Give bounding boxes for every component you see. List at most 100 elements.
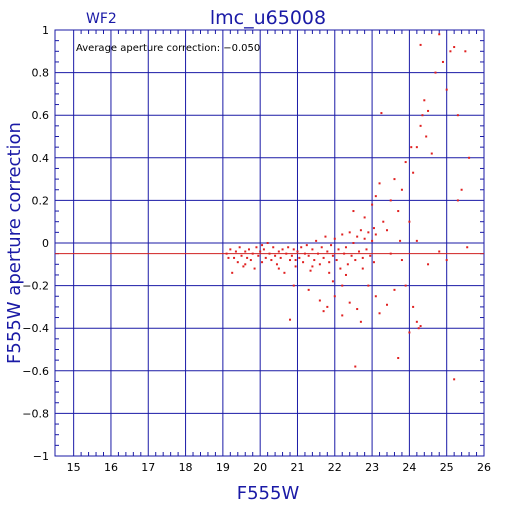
- y-tick-label: −0.6: [22, 365, 49, 378]
- data-point: [315, 239, 318, 242]
- data-point: [374, 295, 377, 298]
- x-axis-label: F555W: [237, 483, 300, 504]
- data-point: [423, 99, 426, 102]
- y-tick-label: −0.8: [22, 407, 49, 420]
- data-point: [380, 112, 383, 115]
- data-point: [300, 246, 303, 249]
- data-point: [430, 152, 433, 155]
- x-tick-label: 26: [477, 461, 491, 474]
- x-tick-label: 17: [141, 461, 155, 474]
- x-tick-label: 24: [402, 461, 416, 474]
- data-point: [408, 331, 411, 334]
- data-point: [259, 250, 262, 253]
- data-point: [378, 182, 381, 185]
- data-point: [460, 188, 463, 191]
- data-point: [307, 254, 310, 257]
- data-point: [261, 261, 264, 264]
- data-point: [399, 239, 402, 242]
- data-point: [397, 357, 400, 360]
- data-point: [289, 318, 292, 321]
- data-point: [326, 250, 329, 253]
- data-point: [397, 210, 400, 213]
- grid: [55, 29, 485, 457]
- data-point: [279, 256, 282, 259]
- y-tick-label: −0.2: [22, 280, 49, 293]
- data-point: [359, 320, 362, 323]
- data-point: [281, 248, 284, 251]
- data-point: [257, 254, 260, 257]
- data-point: [445, 88, 448, 91]
- data-point: [283, 271, 286, 274]
- y-tick-label: 0.2: [32, 194, 50, 207]
- data-point: [417, 327, 420, 330]
- data-point: [354, 365, 357, 368]
- x-tick-label: 16: [104, 461, 118, 474]
- data-point: [296, 250, 299, 253]
- data-point: [240, 254, 243, 257]
- data-point: [292, 284, 295, 287]
- data-point: [234, 250, 237, 253]
- data-point: [372, 261, 375, 264]
- data-point: [244, 263, 247, 266]
- data-point: [318, 263, 321, 266]
- data-point: [339, 267, 342, 270]
- data-point: [356, 308, 359, 311]
- data-point: [246, 256, 249, 259]
- data-point: [229, 248, 232, 251]
- x-tick-label: 21: [290, 461, 304, 474]
- data-point: [445, 259, 448, 262]
- data-point: [361, 256, 364, 259]
- data-point: [272, 246, 275, 249]
- data-point: [277, 267, 280, 270]
- data-point: [374, 233, 377, 236]
- data-point: [404, 161, 407, 164]
- y-tick-label: 0: [42, 237, 49, 250]
- data-point: [305, 244, 308, 247]
- data-point: [434, 71, 437, 74]
- data-point: [438, 250, 441, 253]
- data-point: [290, 254, 293, 257]
- data-point: [337, 248, 340, 251]
- data-point: [441, 60, 444, 63]
- data-point: [400, 259, 403, 262]
- data-point: [294, 259, 297, 262]
- y-tick-label: −0.4: [22, 322, 49, 335]
- data-point: [328, 271, 331, 274]
- data-point: [277, 250, 280, 253]
- x-tick-label: 20: [253, 461, 267, 474]
- data-point: [309, 269, 312, 272]
- y-tick-label: 0.6: [32, 109, 50, 122]
- data-point: [324, 235, 327, 238]
- data-point: [275, 263, 278, 266]
- data-point: [453, 378, 456, 381]
- data-point: [365, 248, 368, 251]
- panel-label: WF2: [86, 11, 117, 27]
- data-point: [255, 246, 258, 249]
- data-point: [386, 303, 389, 306]
- data-point: [333, 237, 336, 240]
- data-point: [311, 248, 314, 251]
- data-point: [326, 305, 329, 308]
- data-point: [427, 109, 430, 112]
- data-point: [331, 254, 334, 257]
- data-point: [348, 301, 351, 304]
- data-point: [341, 284, 344, 287]
- data-point: [331, 280, 334, 283]
- data-point: [316, 252, 319, 255]
- data-point: [302, 261, 305, 264]
- data-point: [289, 259, 292, 262]
- data-point: [374, 195, 377, 198]
- y-tick-label: 1: [42, 24, 49, 37]
- data-point: [354, 259, 357, 262]
- x-tick-label: 23: [365, 461, 379, 474]
- data-point: [371, 203, 374, 206]
- annotation: Average aperture correction: −0.050: [76, 43, 260, 54]
- data-point: [427, 263, 430, 266]
- data-point: [264, 256, 267, 259]
- data-point: [318, 299, 321, 302]
- data-point: [231, 271, 234, 274]
- data-point: [348, 231, 351, 234]
- data-point: [361, 267, 364, 270]
- data-point: [352, 242, 355, 244]
